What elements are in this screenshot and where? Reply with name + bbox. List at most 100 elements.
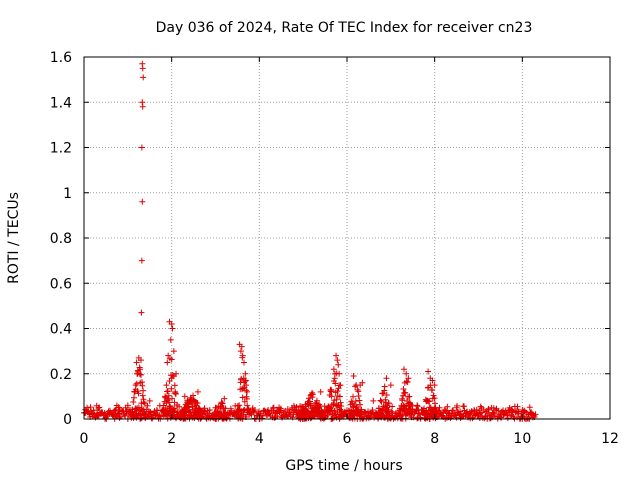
data-point xyxy=(406,393,413,400)
data-point xyxy=(165,392,172,399)
data-point xyxy=(261,407,268,414)
data-point xyxy=(404,409,411,416)
data-point xyxy=(459,412,466,419)
data-point xyxy=(270,404,277,411)
x-tick-label: 6 xyxy=(343,431,352,447)
data-point xyxy=(471,406,478,413)
data-point xyxy=(265,406,272,413)
data-point xyxy=(165,352,172,359)
data-point xyxy=(163,400,170,407)
data-point xyxy=(328,388,335,395)
data-point xyxy=(169,395,176,402)
data-point xyxy=(140,74,147,81)
data-point xyxy=(248,411,255,418)
data-point xyxy=(337,382,344,389)
data-point xyxy=(140,399,147,406)
data-point xyxy=(240,411,247,418)
data-point xyxy=(387,382,394,389)
data-point xyxy=(450,407,457,414)
data-point xyxy=(405,375,412,382)
data-point xyxy=(469,415,476,422)
x-axis-title: GPS time / hours xyxy=(285,458,402,474)
data-point xyxy=(486,410,493,417)
data-point xyxy=(169,325,176,332)
data-point xyxy=(243,395,250,402)
data-point xyxy=(85,409,92,416)
data-point xyxy=(385,400,392,407)
data-point xyxy=(133,414,140,421)
data-point xyxy=(130,398,137,405)
data-point xyxy=(317,388,324,395)
data-point xyxy=(431,382,438,389)
data-point xyxy=(317,403,324,410)
x-tick-label: 0 xyxy=(80,431,89,447)
y-tick-label: 1.4 xyxy=(50,95,72,111)
x-tick-label: 10 xyxy=(513,431,531,447)
data-point xyxy=(326,408,333,415)
grid xyxy=(84,57,610,419)
data-point xyxy=(251,407,258,414)
data-point xyxy=(138,405,145,412)
data-point xyxy=(359,415,366,422)
data-point xyxy=(334,357,341,364)
y-tick-label: 1.6 xyxy=(50,50,72,66)
data-point xyxy=(377,397,384,404)
data-point xyxy=(199,411,206,418)
data-point xyxy=(314,397,321,404)
data-point xyxy=(333,396,340,403)
data-point xyxy=(94,406,101,413)
data-point xyxy=(235,413,242,420)
data-point xyxy=(331,375,338,382)
data-point xyxy=(167,405,174,412)
data-point xyxy=(243,382,250,389)
data-point xyxy=(194,388,201,395)
data-point xyxy=(477,403,484,410)
data-point xyxy=(332,380,339,387)
data-point xyxy=(404,379,411,386)
data-point xyxy=(389,403,396,410)
data-point xyxy=(240,385,247,392)
data-point xyxy=(171,382,178,389)
data-point xyxy=(245,409,252,416)
data-point xyxy=(181,393,188,400)
data-point xyxy=(336,393,343,400)
data-point xyxy=(137,357,144,364)
data-points xyxy=(81,60,539,422)
data-point xyxy=(309,391,316,398)
data-point xyxy=(397,407,404,414)
data-point xyxy=(337,399,344,406)
data-point xyxy=(169,372,176,379)
data-point xyxy=(122,412,129,419)
data-point xyxy=(239,352,246,359)
data-point xyxy=(519,406,526,413)
data-point xyxy=(330,377,337,384)
data-point xyxy=(407,402,414,409)
data-point xyxy=(338,403,345,410)
data-point xyxy=(133,359,140,366)
data-point xyxy=(453,404,460,411)
data-point xyxy=(132,382,139,389)
data-point xyxy=(321,415,328,422)
ticks: 0 2 4 6 8 10 12 0 0.2 0.4 0.6 0.8 1 1.2 1.4 1.6 xyxy=(50,50,619,447)
data-point xyxy=(278,409,285,416)
data-point xyxy=(139,382,146,389)
data-point xyxy=(488,404,495,411)
data-point xyxy=(352,383,359,390)
data-point xyxy=(356,397,363,404)
data-point xyxy=(429,387,436,394)
data-point xyxy=(382,396,389,403)
data-point xyxy=(168,385,175,392)
data-point xyxy=(130,394,137,401)
data-point xyxy=(495,407,502,414)
data-point xyxy=(141,410,148,417)
data-point xyxy=(138,309,145,316)
data-point xyxy=(212,404,219,411)
data-point xyxy=(421,405,428,412)
data-point xyxy=(131,388,138,395)
data-point xyxy=(403,378,410,385)
data-point xyxy=(430,392,437,399)
y-tick-label: 0.2 xyxy=(50,367,72,383)
data-point xyxy=(168,375,175,382)
data-point xyxy=(369,406,376,413)
data-point xyxy=(350,403,357,410)
